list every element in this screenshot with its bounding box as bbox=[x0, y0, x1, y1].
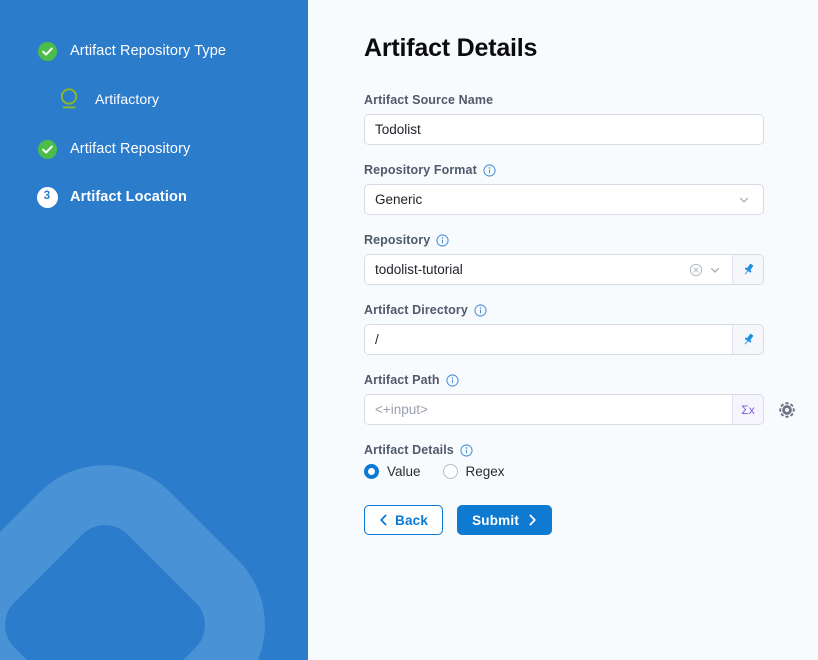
field-artifact-details: Artifact Details Value Regex bbox=[364, 443, 818, 479]
field-label-text: Artifact Path bbox=[364, 373, 440, 387]
field-artifact-source-name: Artifact Source Name Todolist bbox=[364, 93, 818, 145]
chevron-right-icon bbox=[528, 514, 537, 526]
field-artifact-path: Artifact Path <+input> Σx bbox=[364, 373, 818, 425]
info-circle-icon[interactable] bbox=[460, 443, 473, 457]
field-label-text: Repository Format bbox=[364, 163, 477, 177]
sidebar-step-label: Artifact Repository bbox=[70, 140, 191, 157]
radio-label: Regex bbox=[465, 464, 505, 479]
back-button-label: Back bbox=[395, 512, 429, 528]
chevron-down-icon[interactable] bbox=[735, 194, 753, 206]
field-repository: Repository todolist-tutorial bbox=[364, 233, 818, 285]
step-number-badge: 3 bbox=[36, 186, 58, 208]
field-label: Repository bbox=[364, 233, 818, 247]
page-title: Artifact Details bbox=[364, 34, 538, 62]
control-row: <+input> Σx bbox=[364, 394, 818, 425]
field-label: Artifact Details bbox=[364, 443, 818, 457]
sidebar-step-label: Artifactory bbox=[95, 91, 160, 107]
select-value: todolist-tutorial bbox=[375, 262, 463, 277]
check-circle-icon bbox=[36, 138, 58, 160]
step-number-label: 3 bbox=[36, 186, 58, 208]
artifact-source-name-input[interactable]: Todolist bbox=[364, 114, 764, 145]
info-circle-icon[interactable] bbox=[474, 303, 487, 317]
repository-field: todolist-tutorial bbox=[364, 254, 764, 285]
artifact-path-input[interactable]: <+input> bbox=[365, 395, 732, 424]
sidebar-step-artifact-repository[interactable]: Artifact Repository bbox=[0, 136, 308, 162]
sidebar-step-label: Artifact Location bbox=[70, 188, 187, 205]
expression-label: Σx bbox=[741, 402, 755, 417]
radio-option-value[interactable]: Value bbox=[364, 464, 421, 479]
field-label-text: Artifact Details bbox=[364, 443, 454, 457]
radio-indicator bbox=[364, 464, 379, 479]
sigma-expression-icon[interactable]: Σx bbox=[732, 395, 763, 424]
input-placeholder: <+input> bbox=[375, 402, 428, 417]
repository-select[interactable]: todolist-tutorial bbox=[365, 255, 732, 284]
radio-option-regex[interactable]: Regex bbox=[442, 464, 505, 479]
sidebar-step-artifact-location[interactable]: 3 Artifact Location bbox=[0, 184, 308, 210]
chevron-down-icon[interactable] bbox=[706, 264, 724, 276]
artifact-directory-input[interactable]: / bbox=[365, 325, 732, 354]
gear-icon[interactable] bbox=[778, 401, 796, 419]
submit-button-label: Submit bbox=[472, 512, 520, 528]
artifact-details-radio-group: Value Regex bbox=[364, 464, 818, 479]
submit-button[interactable]: Submit bbox=[457, 505, 553, 535]
sidebar-step-artifactory[interactable]: Artifactory bbox=[0, 86, 308, 112]
artifact-directory-field: / bbox=[364, 324, 764, 355]
field-label-text: Artifact Directory bbox=[364, 303, 468, 317]
input-value: / bbox=[375, 332, 379, 347]
select-value: Generic bbox=[375, 192, 423, 207]
wizard-sidebar: Artifact Repository Type Artifactory bbox=[0, 0, 308, 660]
radio-label: Value bbox=[387, 464, 421, 479]
repository-format-select[interactable]: Generic bbox=[364, 184, 764, 215]
check-circle-icon bbox=[36, 40, 58, 62]
info-circle-icon[interactable] bbox=[483, 163, 496, 177]
pin-icon[interactable] bbox=[732, 325, 763, 354]
control-row: / bbox=[364, 324, 818, 355]
field-artifact-directory: Artifact Directory / bbox=[364, 303, 818, 355]
chevron-left-icon bbox=[379, 514, 388, 526]
artifact-details-form: Artifact Details Artifact Source Name To… bbox=[308, 0, 818, 660]
field-label: Artifact Path bbox=[364, 373, 818, 387]
wizard-step-list: Artifact Repository Type Artifactory bbox=[0, 0, 308, 210]
clear-circle-x-icon[interactable] bbox=[686, 263, 706, 277]
field-label: Artifact Directory bbox=[364, 303, 818, 317]
artifact-path-field: <+input> Σx bbox=[364, 394, 764, 425]
control-row: Generic bbox=[364, 184, 818, 215]
info-circle-icon[interactable] bbox=[436, 233, 449, 247]
info-circle-icon[interactable] bbox=[446, 373, 459, 387]
harness-watermark-icon bbox=[0, 465, 265, 660]
form-actions: Back Submit bbox=[364, 505, 818, 535]
field-label: Artifact Source Name bbox=[364, 93, 818, 107]
sidebar-step-artifact-repository-type[interactable]: Artifact Repository Type bbox=[0, 38, 308, 64]
field-label-text: Artifact Source Name bbox=[364, 93, 494, 107]
sidebar-step-label: Artifact Repository Type bbox=[70, 42, 227, 59]
field-repository-format: Repository Format Generic bbox=[364, 163, 818, 215]
input-value: Todolist bbox=[375, 122, 421, 137]
field-label: Repository Format bbox=[364, 163, 818, 177]
back-button[interactable]: Back bbox=[364, 505, 444, 535]
control-row: Todolist bbox=[364, 114, 818, 145]
field-label-text: Repository bbox=[364, 233, 431, 247]
radio-indicator bbox=[442, 464, 458, 479]
artifactory-logo-icon bbox=[58, 88, 80, 110]
control-row: todolist-tutorial bbox=[364, 254, 818, 285]
pin-icon[interactable] bbox=[732, 255, 763, 284]
